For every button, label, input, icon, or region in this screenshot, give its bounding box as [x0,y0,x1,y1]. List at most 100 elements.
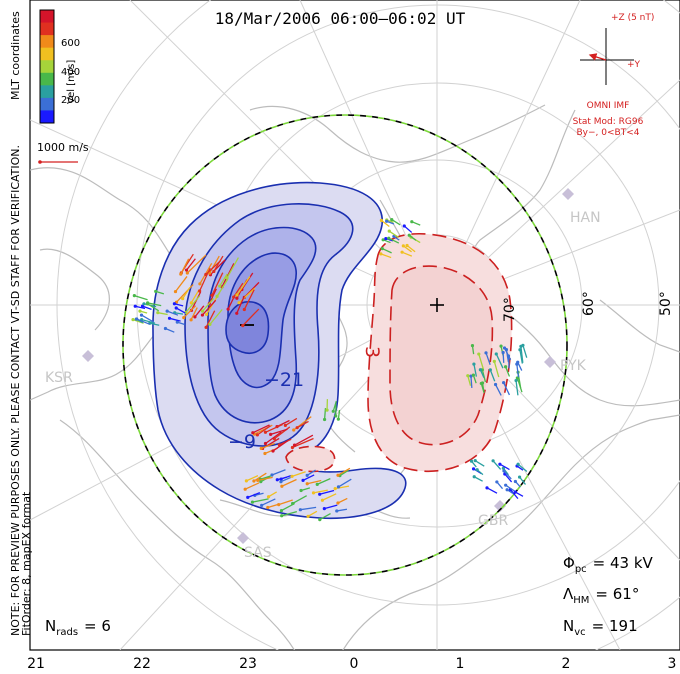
velocity-vector-origin [470,344,475,348]
velocity-vector-origin [502,346,507,350]
station-marker-pyk [544,356,556,368]
velocity-vector [322,493,337,501]
velocity-vector [165,327,175,333]
velocity-vector [503,347,512,361]
velocity-vector-origin [185,271,189,275]
velocity-vector [285,417,298,426]
velocity-vector [183,305,197,319]
velocity-vector-origin [242,307,246,312]
velocity-vector [381,219,390,228]
station-label-han: HAN [570,210,601,226]
velocity-vector [270,428,288,435]
velocity-vector-origin [226,307,230,311]
velocity-vector-origin [138,309,142,313]
velocity-vector [478,353,485,370]
velocity-vector-origin [385,219,389,223]
velocity-vector-origin [501,466,505,470]
velocity-vector-origin [235,296,239,300]
velocity-vector [507,355,510,369]
velocity-vector-origin [469,374,473,378]
velocity-vector [233,282,244,298]
velocity-vector-origin [495,480,499,484]
velocity-vector [205,260,222,276]
mlt-tick-label: 21 [27,656,45,672]
velocity-vector-origin [387,229,391,233]
velocity-vector-origin [280,484,284,488]
velocity-vector [486,487,498,494]
velocity-vector-origin [145,302,150,306]
station-marker-gbr [494,500,506,512]
velocity-vector-origin [131,318,135,322]
velocity-vector [244,482,260,490]
velocity-vector-origin [513,490,517,494]
mlt-tick-label: 3 [668,656,677,672]
velocity-vector [278,499,293,506]
scale-vector-label: 1000 m/s [37,141,89,154]
velocity-vector-origin [401,244,405,248]
velocity-vector-origin [472,362,476,366]
velocity-vector [337,497,348,504]
velocity-vector [141,314,155,323]
velocity-vector [252,498,269,503]
velocity-vector-origin [175,320,179,324]
fit-order-label: FitOrder: 8, mapEX format [20,491,33,636]
velocity-vector [307,510,318,517]
velocity-vector [492,460,502,470]
velocity-vector-origin [505,488,509,492]
velocity-vector-origin [142,302,146,306]
velocity-vector-origin [174,306,178,310]
velocity-vector [236,296,245,314]
contour-label-minus9: −9 [228,431,256,453]
velocity-vector [257,476,273,482]
svg-text:ΛHM= 61°: ΛHM = 61° [563,585,639,606]
stat-model-label: Stat Mod: RG96 [573,117,644,127]
velocity-vector-origin [263,430,268,434]
velocity-vector [519,349,523,364]
velocity-vector-origin [132,294,136,298]
velocity-vector-origin [204,312,209,316]
station-marker-sas [237,532,249,544]
velocity-vector-origin [517,475,522,479]
velocity-vector [194,305,205,318]
mlt-tick-label: 2 [562,656,571,672]
mlt-axis: 21 22 23 0 1 2 3 [27,656,676,672]
velocity-vector-origin [279,508,284,513]
mlt-tick-label: 1 [456,656,465,672]
station-marker-ksr [82,350,94,362]
velocity-vector-origin [305,482,309,486]
velocity-vector-origin [193,315,197,319]
velocity-vector [509,489,519,500]
velocity-vector-origin [189,301,193,305]
velocity-vector-origin [263,451,267,456]
velocity-vector-origin [212,269,216,274]
velocity-vector [256,425,271,436]
velocity-vector [296,420,309,429]
velocity-vector-origin [200,309,205,313]
velocity-vector-origin [167,316,172,320]
velocity-vector [277,476,288,481]
velocity-vector [302,474,315,481]
velocity-vector-origin [407,233,411,237]
velocity-vector [281,511,298,517]
velocity-vector [391,219,401,226]
velocity-vector [300,506,317,511]
colorbar-tick-200: 200 [61,95,80,106]
velocity-vector-origin [279,480,283,484]
velocity-vector-origin [325,408,329,412]
velocity-vector-origin [182,315,186,320]
velocity-vector-origin [179,272,183,276]
velocity-vector-origin [275,478,279,482]
velocity-vector-origin [515,362,519,366]
velocity-vector [247,492,261,498]
velocity-vector-origin [400,250,404,254]
velocity-vector [243,289,255,310]
velocity-vector [382,247,392,254]
velocity-vector-origin [485,486,489,490]
velocity-vector [323,408,327,420]
velocity-vector [505,484,515,492]
velocity-vector [388,230,399,238]
velocity-vector [252,424,270,434]
velocity-vector-origin [518,348,522,352]
contour-label-3-a: 3 [361,346,383,358]
velocity-vector-origin [492,359,496,363]
